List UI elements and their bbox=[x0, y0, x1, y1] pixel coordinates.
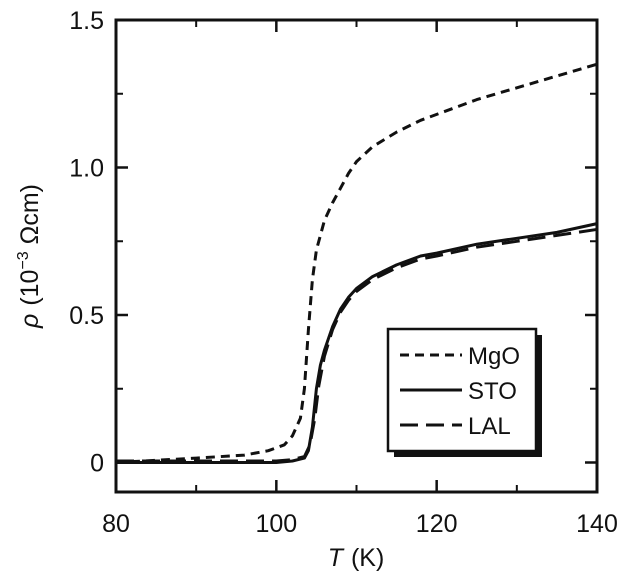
y-tick-label: 1.5 bbox=[69, 7, 104, 35]
legend-label-lal: LAL bbox=[468, 413, 511, 440]
x-tick-label: 120 bbox=[416, 510, 458, 538]
x-tick-label: 80 bbox=[102, 510, 130, 538]
legend-box-shadow bbox=[536, 335, 542, 457]
y-tick-label: 1.0 bbox=[69, 155, 104, 183]
y-axis-title: ρ(10−3 Ωcm) bbox=[15, 184, 44, 329]
legend: MgO STO LAL bbox=[386, 327, 542, 457]
y-tick-label: 0.5 bbox=[69, 302, 104, 330]
y-tick-label: 0 bbox=[90, 450, 104, 478]
legend-box-shadow-bottom bbox=[394, 451, 542, 457]
x-axis-title: T (K) bbox=[328, 544, 385, 572]
legend-label-sto: STO bbox=[468, 378, 517, 405]
legend-label-mgo: MgO bbox=[468, 343, 520, 370]
x-tick-label: 100 bbox=[255, 510, 297, 538]
series-line-mgo bbox=[115, 62, 598, 464]
series-line-lal bbox=[116, 227, 598, 463]
x-tick-label: 140 bbox=[576, 510, 618, 538]
